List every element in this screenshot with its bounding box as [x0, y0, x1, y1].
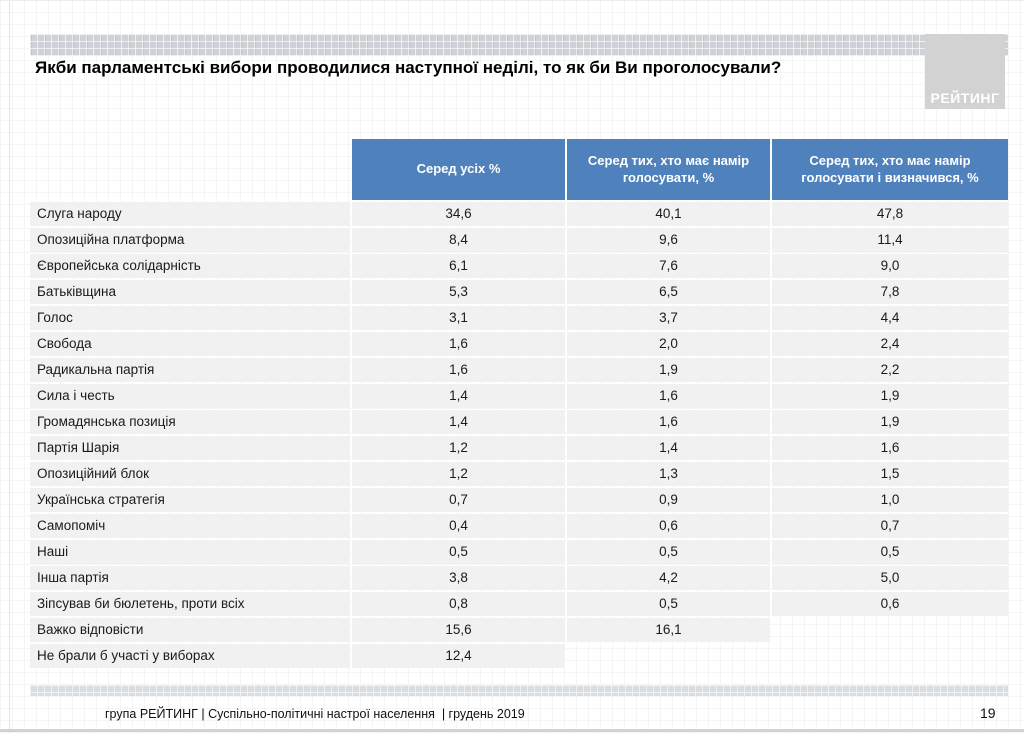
party-name-cell: Радикальна партія: [30, 358, 350, 382]
party-name-cell: Опозиційна платформа: [30, 228, 350, 252]
value-cell-col2: 1,6: [567, 384, 770, 408]
value-cell-col3: 2,2: [772, 358, 1008, 382]
value-cell-col2: 1,4: [567, 436, 770, 460]
empty-cell: [567, 644, 770, 668]
value-cell-col3: 0,5: [772, 540, 1008, 564]
value-cell-col1: 6,1: [352, 254, 565, 278]
value-cell-col3: 1,9: [772, 384, 1008, 408]
value-cell-col3: 4,4: [772, 306, 1008, 330]
value-cell-col3: 0,6: [772, 592, 1008, 616]
page-title: Якби парламентські вибори проводилися на…: [35, 58, 782, 77]
value-cell-col3: 5,0: [772, 566, 1008, 590]
value-cell-col3: 11,4: [772, 228, 1008, 252]
value-cell-col2: 0,9: [567, 488, 770, 512]
party-name-cell: Слуга народу: [30, 202, 350, 226]
rating-logo: РЕЙТИНГ: [925, 34, 1005, 109]
party-name-cell: Самопоміч: [30, 514, 350, 538]
value-cell-col3: 0,7: [772, 514, 1008, 538]
value-cell-col1: 15,6: [352, 618, 565, 642]
party-name-cell: Українська стратегія: [30, 488, 350, 512]
page-number: 19: [980, 705, 996, 721]
value-cell-col1: 3,8: [352, 566, 565, 590]
party-name-cell: Зіпсував би бюлетень, проти всіх: [30, 592, 350, 616]
party-name-cell: Батьківщина: [30, 280, 350, 304]
value-cell-col1: 0,7: [352, 488, 565, 512]
column-header-1: Серед усіх %: [352, 139, 565, 200]
value-cell-col3: 2,4: [772, 332, 1008, 356]
value-cell-col2: 40,1: [567, 202, 770, 226]
value-cell-col3: 1,5: [772, 462, 1008, 486]
value-cell-col1: 5,3: [352, 280, 565, 304]
value-cell-col2: 7,6: [567, 254, 770, 278]
party-name-cell: Опозиційний блок: [30, 462, 350, 486]
value-cell-col1: 1,6: [352, 358, 565, 382]
value-cell-col2: 4,2: [567, 566, 770, 590]
value-cell-col1: 8,4: [352, 228, 565, 252]
value-cell-col1: 1,2: [352, 462, 565, 486]
value-cell-col1: 34,6: [352, 202, 565, 226]
footer-source-text: група РЕЙТИНГ | Суспільно-політичні наст…: [105, 707, 525, 721]
value-cell-col1: 12,4: [352, 644, 565, 668]
value-cell-col1: 1,4: [352, 410, 565, 434]
rating-logo-text: РЕЙТИНГ: [930, 90, 1000, 106]
value-cell-col3: 9,0: [772, 254, 1008, 278]
value-cell-col1: 1,4: [352, 384, 565, 408]
top-texture-band: [30, 34, 1008, 56]
value-cell-col3: 1,9: [772, 410, 1008, 434]
value-cell-col3: 7,8: [772, 280, 1008, 304]
value-cell-col2: 2,0: [567, 332, 770, 356]
party-name-cell: Наші: [30, 540, 350, 564]
value-cell-col2: 1,9: [567, 358, 770, 382]
value-cell-col1: 3,1: [352, 306, 565, 330]
party-name-cell: Не брали б участі у виборах: [30, 644, 350, 668]
column-header-2: Серед тих, хто має намір голосувати, %: [567, 139, 770, 200]
value-cell-col3: 1,6: [772, 436, 1008, 460]
value-cell-col3: 1,0: [772, 488, 1008, 512]
header-spacer-cell: [30, 139, 350, 200]
value-cell-col2: 1,6: [567, 410, 770, 434]
value-cell-col2: 1,3: [567, 462, 770, 486]
empty-cell: [772, 644, 1008, 668]
column-header-3: Серед тих, хто має намір голосувати і ви…: [772, 139, 1008, 200]
party-name-cell: Голос: [30, 306, 350, 330]
page-left-edge-line: [9, 1, 10, 733]
value-cell-col2: 9,6: [567, 228, 770, 252]
poll-results-table: Серед усіх % Серед тих, хто має намір гол…: [30, 139, 1008, 668]
value-cell-col2: 16,1: [567, 618, 770, 642]
value-cell-col1: 0,8: [352, 592, 565, 616]
page-bottom-edge-line: [0, 729, 1024, 732]
value-cell-col2: 6,5: [567, 280, 770, 304]
footer-texture-strip: [30, 685, 1008, 696]
party-name-cell: Громадянська позиція: [30, 410, 350, 434]
party-name-cell: Партія Шарія: [30, 436, 350, 460]
value-cell-col2: 3,7: [567, 306, 770, 330]
party-name-cell: Інша партія: [30, 566, 350, 590]
party-name-cell: Європейська солідарність: [30, 254, 350, 278]
value-cell-col1: 1,2: [352, 436, 565, 460]
value-cell-col2: 0,5: [567, 540, 770, 564]
value-cell-col3: 47,8: [772, 202, 1008, 226]
value-cell-col1: 1,6: [352, 332, 565, 356]
party-name-cell: Важко відповісти: [30, 618, 350, 642]
value-cell-col1: 0,4: [352, 514, 565, 538]
party-name-cell: Свобода: [30, 332, 350, 356]
party-name-cell: Сила і честь: [30, 384, 350, 408]
value-cell-col2: 0,6: [567, 514, 770, 538]
value-cell-col2: 0,5: [567, 592, 770, 616]
empty-cell: [772, 618, 1008, 642]
value-cell-col1: 0,5: [352, 540, 565, 564]
